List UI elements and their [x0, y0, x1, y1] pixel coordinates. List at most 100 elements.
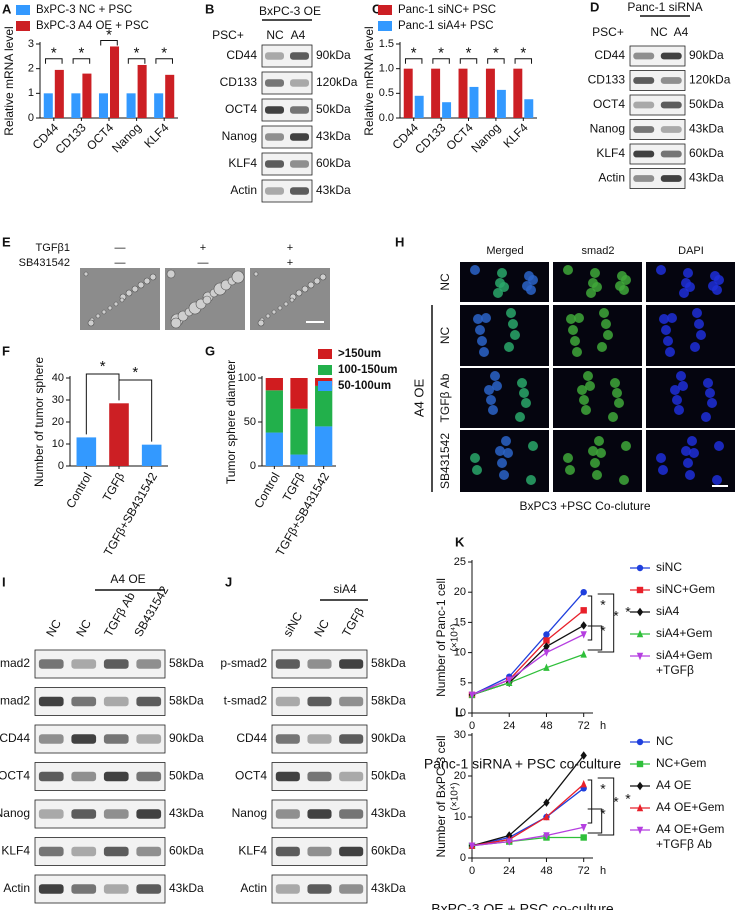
point: [543, 663, 550, 671]
series-line: [471, 591, 585, 696]
protein-label: Actin: [598, 171, 625, 185]
blot-band: [265, 133, 284, 141]
cell: [475, 325, 485, 335]
blot-band: [103, 659, 129, 669]
size-label: 50kDa: [316, 102, 351, 116]
sphere: [289, 297, 295, 303]
legend-swatch: [318, 365, 332, 375]
chart-title: Panc-1 siRNA + PSC co-culture: [424, 756, 621, 772]
legend-label: Panc-1 siNC+ PSC: [398, 4, 496, 16]
size-label: 58kDa: [169, 694, 204, 708]
blot-strip: [34, 799, 166, 829]
size-label: 43kDa: [169, 881, 204, 895]
bar: [414, 95, 424, 118]
sphere: [95, 313, 101, 319]
cell: [519, 388, 529, 398]
blot-strip: [261, 152, 313, 176]
significance-mark: *: [106, 26, 112, 43]
sphere: [253, 271, 259, 277]
panel-letter: K: [455, 534, 465, 549]
point: [543, 631, 550, 638]
cell: [599, 308, 609, 318]
size-label: 90kDa: [689, 48, 724, 62]
blot-band: [38, 734, 64, 744]
blot-band: [290, 133, 309, 141]
bar: [431, 68, 441, 118]
protein-label: CD44: [594, 48, 625, 62]
size-label: 60kDa: [169, 844, 204, 858]
blot-band: [71, 659, 97, 669]
treatment-label: TGFβ1: [36, 242, 70, 254]
y-tick-label: 1.5: [379, 38, 394, 50]
x-tick-label: CD133: [412, 120, 449, 157]
micrograph: [646, 368, 735, 428]
bracket: [587, 808, 603, 834]
point: [580, 834, 587, 841]
significance-mark: *: [78, 45, 84, 62]
x-tick-label: Nanog: [109, 120, 144, 155]
significance-mark: *: [613, 794, 619, 810]
blot-band: [38, 809, 64, 819]
blot-band: [275, 696, 300, 707]
point: [468, 691, 476, 700]
size-label: 50kDa: [689, 97, 724, 111]
blot-band: [136, 884, 162, 894]
bar-segment: [290, 408, 308, 455]
y-tick-label: 0: [250, 460, 256, 472]
y-axis-label: Relative mRNA level: [2, 26, 16, 135]
cell: [477, 336, 487, 346]
cell: [570, 336, 580, 346]
cell: [665, 347, 675, 357]
sphere: [319, 273, 327, 281]
x-tick-label: 0: [469, 720, 475, 732]
cell: [590, 458, 600, 468]
blot-band: [290, 52, 309, 60]
bracket: [587, 779, 593, 824]
cell: [504, 342, 514, 352]
protein-label: KLF4: [596, 146, 625, 160]
size-label: 43kDa: [169, 806, 204, 820]
point: [468, 842, 476, 850]
blot-strip: [629, 143, 686, 165]
blot-band: [633, 150, 655, 158]
point: [580, 607, 587, 614]
cell: [614, 398, 624, 408]
blot-band: [660, 101, 682, 109]
cell: [685, 470, 695, 480]
significance-mark: *: [600, 806, 606, 822]
bracket: [514, 58, 533, 64]
cell: [712, 475, 722, 485]
bar: [71, 93, 81, 118]
lane-label: A4: [674, 25, 689, 39]
size-label: 58kDa: [371, 656, 406, 670]
bracket: [72, 58, 91, 64]
bar: [110, 46, 120, 118]
significance-mark: *: [466, 45, 472, 62]
cell: [714, 441, 724, 451]
series-line: [471, 653, 584, 696]
significance-mark: *: [520, 45, 526, 62]
protein-label: KLF4: [238, 844, 267, 858]
panel-letter: F: [2, 343, 10, 358]
protein-label: CD44: [0, 731, 30, 745]
legend-label: 50-100um: [338, 380, 391, 392]
bar-segment: [290, 454, 308, 466]
cell: [601, 319, 611, 329]
cell: [610, 378, 620, 388]
lane-label: A4: [291, 28, 306, 42]
cell: [672, 395, 682, 405]
blot-band: [660, 150, 682, 158]
y-tick-label: 0: [460, 707, 466, 719]
blot-band: [660, 126, 682, 133]
blot-band: [660, 52, 682, 60]
legend-label: Panc-1 siA4+ PSC: [398, 20, 494, 32]
blot-band: [275, 846, 300, 857]
image-caption: BxPC3 +PSC Co-cluture: [519, 499, 650, 513]
cell: [577, 385, 587, 395]
y-tick-label: 1.0: [379, 63, 394, 75]
cell: [472, 465, 482, 475]
size-label: 58kDa: [169, 656, 204, 670]
protein-label: Nanog: [590, 122, 625, 136]
cell: [486, 395, 496, 405]
treatment-label: SB431542: [19, 257, 70, 269]
